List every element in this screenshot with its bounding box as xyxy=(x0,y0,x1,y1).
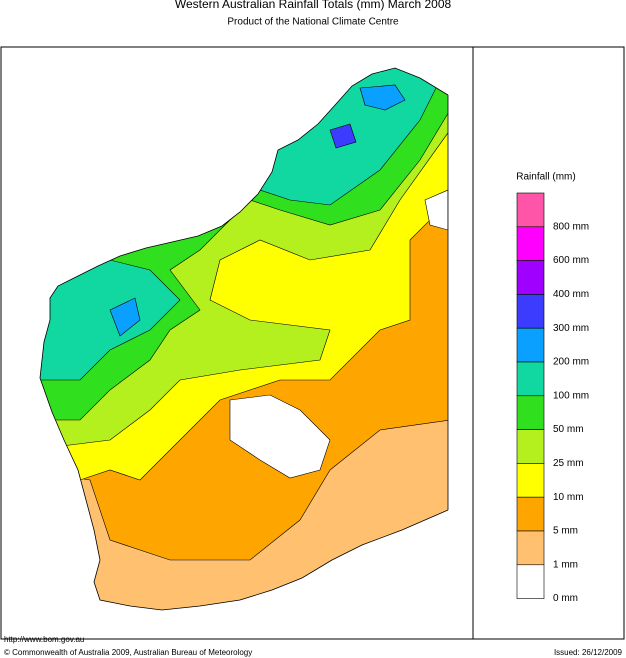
legend-label: 0 mm xyxy=(553,593,578,604)
legend-label: 200 mm xyxy=(553,357,589,368)
coastline xyxy=(39,67,449,611)
legend-title: Rainfall (mm) xyxy=(516,172,575,183)
legend-label: 600 mm xyxy=(553,255,589,266)
legend-label: 25 mm xyxy=(553,458,584,469)
legend-swatch xyxy=(516,564,545,599)
legend-swatch xyxy=(516,192,545,228)
footer-url: http://www.bom.gov.au xyxy=(4,635,84,644)
footer-copyright: © Commonwealth of Australia 2009, Austra… xyxy=(4,648,252,657)
region xyxy=(40,259,181,381)
region xyxy=(229,394,331,479)
region xyxy=(424,189,448,231)
legend-swatch xyxy=(516,395,545,430)
title: Western Australian Rainfall Totals (mm) … xyxy=(175,0,452,11)
legend-swatch xyxy=(516,327,545,363)
legend-swatch xyxy=(516,361,545,397)
legend-label: 1 mm xyxy=(553,559,578,570)
region xyxy=(109,297,141,337)
legend-label: 400 mm xyxy=(553,289,589,300)
legend-swatch xyxy=(516,496,545,532)
legend-swatch xyxy=(516,226,545,261)
region xyxy=(359,84,406,111)
legend-label: 10 mm xyxy=(553,492,584,503)
legend-swatch xyxy=(516,429,545,464)
region xyxy=(329,123,357,149)
legend-swatch xyxy=(516,260,545,295)
legend-label: 300 mm xyxy=(553,323,589,334)
frame xyxy=(0,46,625,640)
footer-issued: Issued: 26/12/2009 xyxy=(554,648,623,657)
legend-label: 800 mm xyxy=(553,221,589,232)
subtitle: Product of the National Climate Centre xyxy=(227,17,399,28)
legend-label: 5 mm xyxy=(553,526,578,537)
legend-label: 50 mm xyxy=(553,424,584,435)
legend-label: 100 mm xyxy=(553,390,589,401)
legend: 800 mm 600 mm 400 mm 300 mm 200 mm 100 mm 50 m… xyxy=(516,192,589,604)
legend-swatch xyxy=(516,530,545,566)
legend-swatch xyxy=(516,294,545,329)
legend-swatch xyxy=(516,463,545,498)
